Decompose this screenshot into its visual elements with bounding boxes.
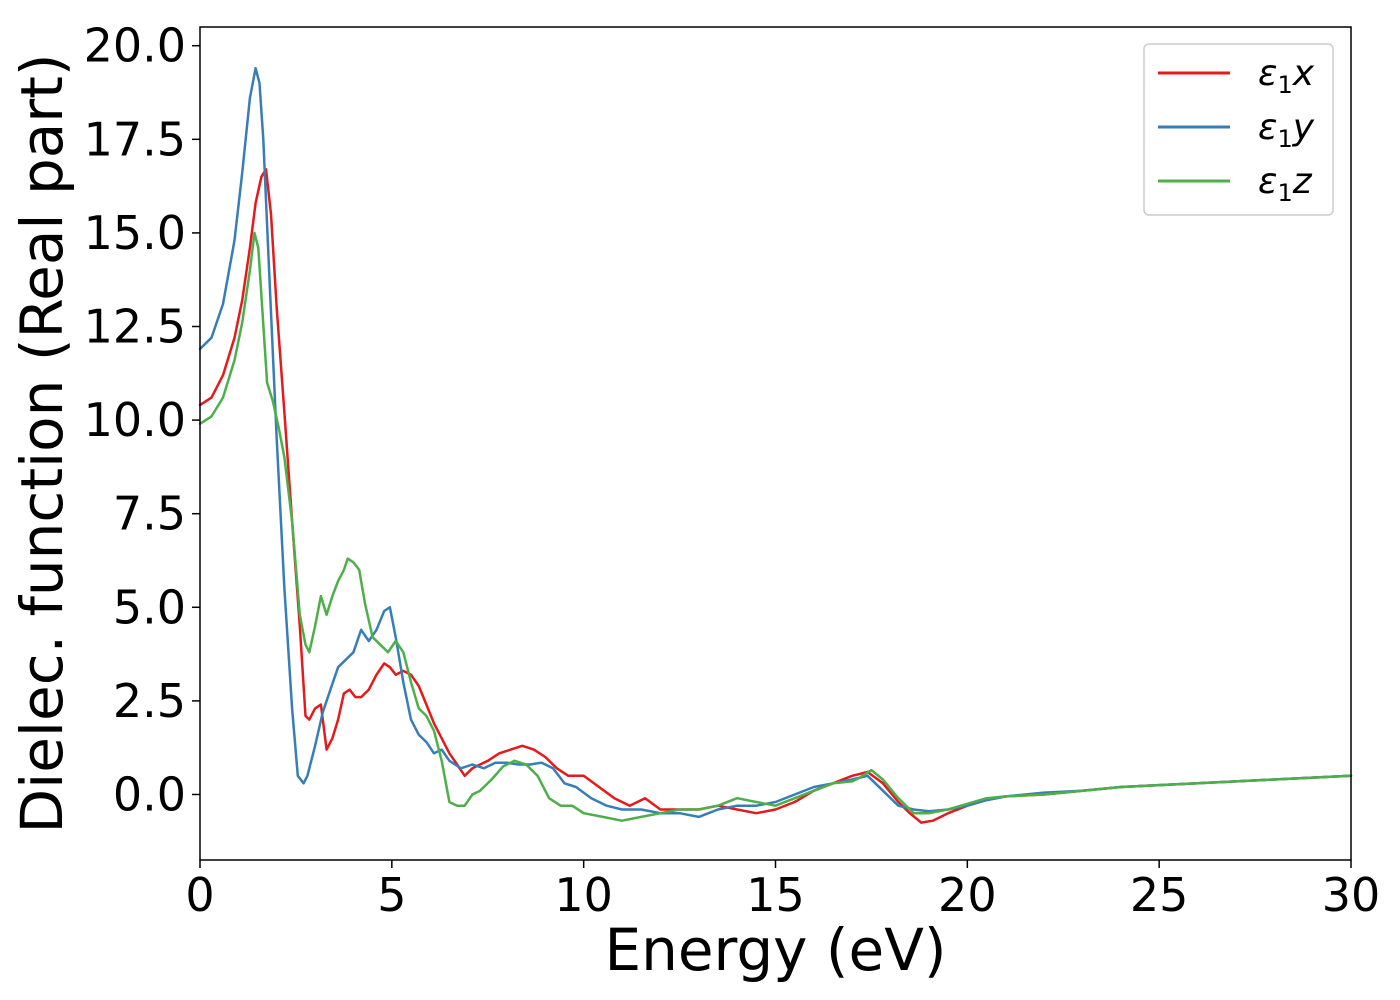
y-tick-label: 7.5 xyxy=(113,487,186,541)
y-tick-label: 0.0 xyxy=(113,767,186,821)
y-tick-label: 15.0 xyxy=(84,206,186,260)
series-line-3 xyxy=(198,231,1353,822)
y-tick-label: 17.5 xyxy=(84,112,186,166)
series-layer xyxy=(198,66,1353,824)
y-tick-label: 10.0 xyxy=(84,393,186,447)
legend-box xyxy=(1143,43,1334,216)
y-tick-label: 5.0 xyxy=(113,580,186,634)
y-tick-label: 12.5 xyxy=(84,300,186,354)
legend-label-3: ε1z xyxy=(1258,161,1313,207)
x-tick-label: 20 xyxy=(938,868,997,922)
y-axis-label: Dielec. function (Real part) xyxy=(8,53,76,833)
y-tick-label: 2.5 xyxy=(113,674,186,728)
x-tick-label: 30 xyxy=(1322,868,1381,922)
y-tick-label: 20.0 xyxy=(84,19,186,73)
x-tick-label: 15 xyxy=(746,868,805,922)
series-line-2 xyxy=(198,66,1353,819)
x-tick-label: 5 xyxy=(377,868,406,922)
series-line-1 xyxy=(198,168,1353,824)
x-tick-label: 25 xyxy=(1130,868,1189,922)
x-axis: 0 5 10 15 20 25 30 xyxy=(185,860,1380,922)
x-tick-label: 10 xyxy=(554,868,613,922)
x-axis-label: Energy (eV) xyxy=(604,916,946,984)
y-axis: 0.0 2.5 5.0 7.5 10.0 12.5 15.0 17.5 20.0 xyxy=(84,19,200,821)
x-tick-label: 0 xyxy=(185,868,214,922)
